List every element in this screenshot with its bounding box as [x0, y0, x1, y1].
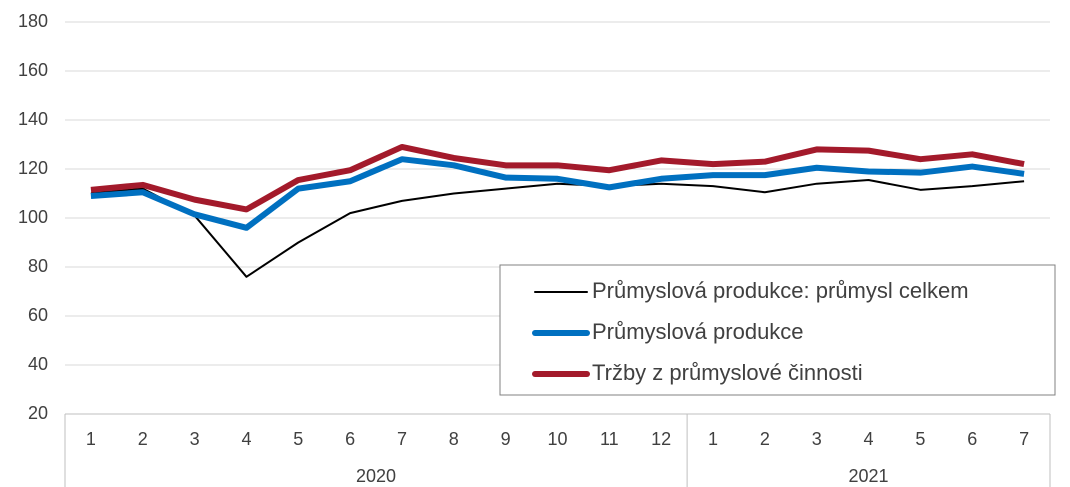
x-tick-label: 5: [293, 429, 303, 449]
legend-box: [499, 264, 1056, 396]
y-tick-label: 120: [18, 158, 48, 178]
x-tick-label: 2: [138, 429, 148, 449]
x-tick-label: 5: [915, 429, 925, 449]
y-tick-label: 20: [28, 403, 48, 423]
y-tick-label: 160: [18, 60, 48, 80]
x-tick-label: 1: [86, 429, 96, 449]
x-tick-label: 12: [651, 429, 671, 449]
legend-label: Průmyslová produkce: [592, 319, 804, 344]
x-tick-label: 6: [345, 429, 355, 449]
x-tick-label: 1: [708, 429, 718, 449]
x-tick-label: 4: [864, 429, 874, 449]
x-tick-label: 3: [190, 429, 200, 449]
y-tick-label: 60: [28, 305, 48, 325]
group-label: 2020: [356, 466, 396, 486]
y-tick-label: 180: [18, 11, 48, 31]
x-tick-label: 7: [1019, 429, 1029, 449]
y-tick-label: 100: [18, 207, 48, 227]
x-tick-label: 9: [501, 429, 511, 449]
y-tick-label: 40: [28, 354, 48, 374]
x-tick-label: 3: [812, 429, 822, 449]
series-line: [90, 143, 1025, 213]
legend-label: Průmyslová produkce: průmysl celkem: [592, 278, 969, 303]
x-tick-label: 7: [397, 429, 407, 449]
x-tick-label: 10: [547, 429, 567, 449]
x-tick-label: 4: [241, 429, 251, 449]
x-tick-label: 8: [449, 429, 459, 449]
group-label: 2021: [849, 466, 889, 486]
series-line: [90, 179, 1025, 278]
x-tick-label: 11: [600, 429, 619, 449]
y-tick-label: 140: [18, 109, 48, 129]
x-tick-label: 6: [967, 429, 977, 449]
legend-label: Tržby z průmyslové činnosti: [592, 360, 863, 385]
x-tick-label: 2: [760, 429, 770, 449]
series-line: [90, 156, 1025, 231]
y-tick-label: 80: [28, 256, 48, 276]
